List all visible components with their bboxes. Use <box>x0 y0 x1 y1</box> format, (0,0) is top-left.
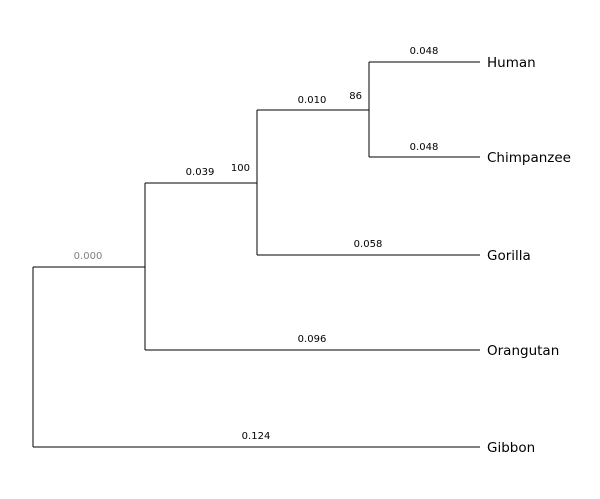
branch-length-hc-clade: 0.010 <box>298 95 327 106</box>
taxon-label-human: Human <box>487 55 536 71</box>
branches <box>32 61 480 448</box>
branch-length-root: 0.000 <box>74 251 103 262</box>
bootstrap-hcg-node: 100 <box>231 163 250 174</box>
taxon-label-gibbon: Gibbon <box>487 440 535 456</box>
branch-length-orangutan: 0.096 <box>298 334 327 345</box>
taxon-label-orangutan: Orangutan <box>487 343 559 359</box>
branch-length-human: 0.048 <box>410 46 439 57</box>
bootstrap-hc-node: 86 <box>349 91 362 102</box>
taxon-label-gorilla: Gorilla <box>487 248 531 264</box>
branch-length-hcg-clade: 0.039 <box>186 167 215 178</box>
taxon-labels: Human Chimpanzee Gorilla Orangutan Gibbo… <box>487 55 571 456</box>
branch-length-labels: 0.048 0.048 0.010 0.058 0.039 0.096 0.12… <box>74 46 439 442</box>
branch-length-gorilla: 0.058 <box>354 239 383 250</box>
branch-length-gibbon: 0.124 <box>242 431 271 442</box>
branch-length-chimpanzee: 0.048 <box>410 142 439 153</box>
bootstrap-labels: 86 100 <box>231 91 362 174</box>
taxon-label-chimpanzee: Chimpanzee <box>487 150 571 166</box>
